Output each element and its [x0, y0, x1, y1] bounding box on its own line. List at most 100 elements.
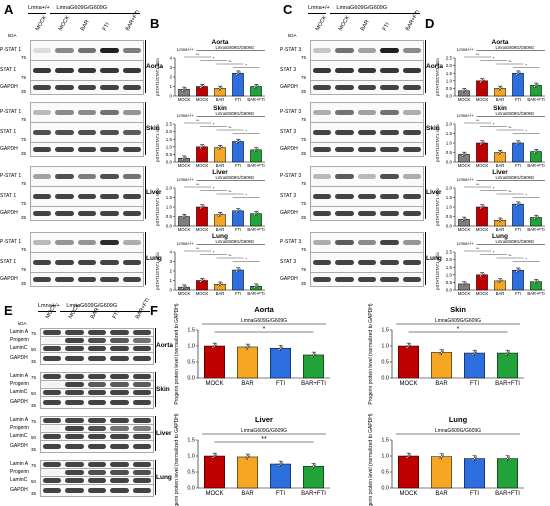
- data-point: [461, 154, 464, 157]
- tissue-bracket: [423, 40, 426, 93]
- chart-title: Aorta: [492, 39, 509, 46]
- data-point: [246, 455, 249, 459]
- data-point: [181, 89, 184, 92]
- kda-marker: 35: [301, 151, 307, 156]
- data-point: [464, 217, 467, 220]
- protein-label: P-STAT 3: [280, 108, 302, 115]
- protein-label: STAT 3: [280, 192, 297, 199]
- data-point: [220, 86, 223, 89]
- data-point: [199, 207, 202, 210]
- protein-band: [313, 174, 332, 179]
- category-label: BAR+FTI: [527, 291, 544, 296]
- protein-band: [55, 85, 74, 90]
- genotype-underline: [330, 13, 420, 14]
- protein-band: [65, 374, 84, 379]
- protein-band: [132, 338, 151, 343]
- category-label: BAR: [435, 381, 448, 387]
- y-tick-label: 0.0: [381, 486, 389, 492]
- data-point: [480, 205, 484, 209]
- protein-band: [313, 211, 332, 216]
- category-label: BAR: [435, 491, 448, 497]
- protein-band: [87, 470, 107, 475]
- tissue-label: Skin: [146, 125, 160, 132]
- protein-band: [87, 478, 107, 483]
- genotype-mutant-label: LmnaG609G/G609G: [216, 45, 255, 50]
- genotype-underline: [28, 13, 47, 14]
- y-tick-label: 1.5: [187, 438, 195, 444]
- bar: [497, 458, 518, 489]
- protein-band: [335, 130, 354, 135]
- protein-label: Progerin: [10, 468, 29, 475]
- protein-band: [132, 470, 151, 475]
- y-tick-label: 0.5: [446, 150, 453, 155]
- data-point: [515, 270, 518, 273]
- significance-label: **: [476, 118, 480, 123]
- bar: [431, 456, 452, 489]
- kda-marker: 35: [21, 215, 27, 220]
- protein-band: [132, 330, 151, 335]
- data-point: [181, 287, 184, 290]
- data-point: [217, 147, 220, 150]
- data-point: [440, 455, 443, 458]
- protein-band: [335, 211, 354, 216]
- category-label: BAR+FTI: [527, 227, 544, 232]
- protein-band: [132, 462, 151, 467]
- protein-band: [122, 240, 141, 245]
- category-label: BAR+FTI: [527, 163, 544, 168]
- data-point: [515, 204, 518, 207]
- protein-label: GAPDH: [280, 83, 298, 90]
- y-tick-label: 4: [169, 56, 172, 61]
- protein-band: [402, 130, 421, 135]
- data-point: [200, 279, 204, 282]
- data-point: [464, 152, 467, 155]
- bar: [204, 345, 225, 379]
- protein-band: [100, 194, 119, 199]
- genotype-underline: [38, 311, 57, 312]
- y-tick-label: 1.5: [446, 265, 453, 270]
- y-tick-label: 1.0: [446, 141, 453, 146]
- significance-label: **: [508, 253, 512, 258]
- y-tick-label: 2.0: [446, 122, 453, 127]
- data-point: [534, 84, 538, 87]
- significance-label: *: [245, 257, 247, 262]
- category-label: BAR+FTI: [495, 381, 520, 387]
- y-axis-label: Progerin protein level (normalized to GA…: [368, 303, 374, 404]
- data-point: [214, 453, 218, 456]
- protein-label: LaminC: [10, 388, 28, 395]
- protein-label: GAPDH: [10, 398, 28, 405]
- protein-band: [100, 211, 119, 216]
- protein-band: [100, 277, 119, 282]
- protein-band: [43, 330, 62, 335]
- protein-band: [43, 374, 62, 379]
- genotype-mutant-label: LmnaG609G/G609G: [56, 5, 108, 11]
- protein-band: [380, 130, 399, 135]
- data-point: [536, 279, 539, 282]
- tissue-label: Aorta: [426, 63, 443, 70]
- data-point: [254, 212, 258, 215]
- data-point: [500, 86, 503, 89]
- y-tick-label: 1.5: [446, 195, 453, 200]
- protein-band: [43, 478, 62, 483]
- kda-marker: 75: [31, 463, 37, 468]
- tissue-label: Skin: [426, 125, 440, 132]
- protein-band: [402, 68, 421, 73]
- data-point: [407, 344, 410, 348]
- data-point: [199, 280, 202, 283]
- protein-band: [122, 194, 141, 199]
- protein-band: [77, 174, 97, 179]
- data-point: [277, 348, 281, 351]
- protein-label: P-STAT 1: [0, 108, 22, 115]
- protein-band: [110, 418, 129, 423]
- category-label: BAR+FTI: [301, 491, 326, 497]
- bar: [232, 141, 244, 163]
- data-point: [211, 346, 215, 349]
- bar: [476, 142, 488, 163]
- y-tick-label: 3: [169, 65, 172, 70]
- data-point: [182, 88, 186, 91]
- protein-band: [335, 147, 354, 152]
- protein-band: [122, 174, 141, 179]
- category-label: BAR+FTI: [527, 97, 544, 102]
- protein-band: [87, 418, 107, 423]
- protein-band: [335, 240, 354, 245]
